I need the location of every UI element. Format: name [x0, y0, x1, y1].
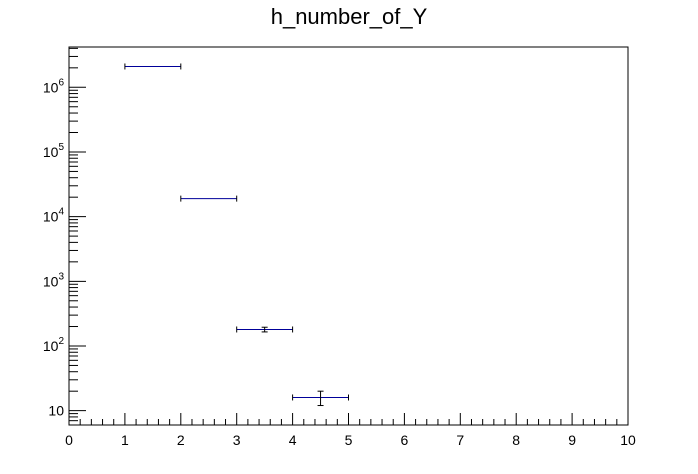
y-tick-label: 106 — [43, 77, 65, 95]
y-axis-ticks — [69, 47, 86, 426]
y-tick-label-base: 10 — [43, 338, 59, 354]
x-tick-label: 0 — [65, 432, 73, 448]
y-tick-label-exponent: 5 — [58, 142, 64, 153]
y-tick-label-exponent: 3 — [58, 271, 64, 282]
x-tick-label: 2 — [177, 432, 185, 448]
y-tick-label-exponent: 6 — [58, 77, 64, 88]
x-tick-label: 3 — [233, 432, 241, 448]
y-tick-label-base: 10 — [43, 209, 59, 225]
plot-frame — [68, 46, 629, 426]
data-point — [124, 63, 182, 70]
y-tick-label: 10 — [48, 403, 64, 419]
data-points — [124, 63, 349, 407]
x-tick-label: 7 — [456, 432, 464, 448]
y-tick-label-base: 10 — [43, 79, 59, 95]
y-tick-label-base: 10 — [43, 144, 59, 160]
y-tick-label-base: 10 — [43, 273, 59, 289]
data-point — [292, 390, 349, 407]
x-tick-label: 10 — [620, 432, 636, 448]
x-tick-label: 6 — [401, 432, 409, 448]
y-tick-label: 103 — [43, 271, 65, 289]
x-axis-ticks — [68, 413, 629, 425]
y-tick-label-exponent: 2 — [58, 336, 64, 347]
y-tick-label: 102 — [43, 336, 65, 354]
x-tick-label: 1 — [121, 432, 129, 448]
data-point — [236, 326, 294, 333]
x-tick-label: 5 — [345, 432, 353, 448]
x-tick-label: 4 — [289, 432, 297, 448]
x-axis-tick-labels: 0 1 2 3 4 5 6 7 8 9 10 — [65, 432, 636, 448]
x-tick-label: 9 — [568, 432, 576, 448]
y-tick-label: 104 — [43, 207, 65, 225]
x-tick-label: 8 — [512, 432, 520, 448]
y-tick-label-exponent: 4 — [58, 207, 64, 218]
y-tick-label: 105 — [43, 142, 65, 160]
data-point — [180, 195, 238, 202]
chart-title: h_number_of_Y — [270, 4, 428, 29]
